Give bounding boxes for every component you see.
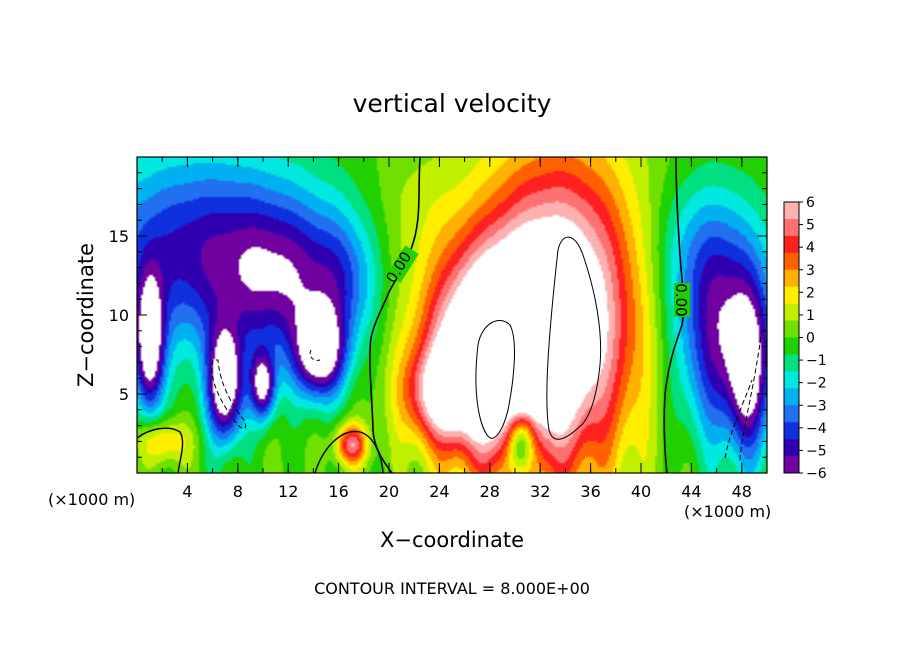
x-tick-label: 24 [429, 482, 449, 501]
x-tick-label: 36 [580, 482, 600, 501]
colorbar-tick-label: −4 [806, 421, 827, 437]
zero-contour-left [369, 156, 421, 474]
y-tick-label: 10 [109, 306, 129, 325]
colorbar-band [784, 439, 799, 457]
colorbar-tick-label: −5 [806, 443, 827, 459]
x-tick-label: 16 [328, 482, 348, 501]
colorbar-band [784, 405, 799, 423]
heatmap-image [137, 157, 767, 473]
y-axis-label: Z−coordinate [74, 243, 98, 387]
x-tick-label: 28 [480, 482, 500, 501]
x-tick-label: 4 [182, 482, 192, 501]
colorbar-tick-label: −3 [806, 398, 827, 414]
x-tick-label: 8 [233, 482, 243, 501]
zero-contour-bottom-left [136, 427, 184, 474]
x-axis-label: X−coordinate [380, 528, 524, 552]
negative-contour-dashed-2 [724, 329, 763, 461]
colorbar-tick-label: −2 [806, 376, 827, 392]
x-unit-right: (×1000 m) [684, 502, 771, 521]
contour-label-right: 0.00 [672, 283, 690, 316]
positive-contour-core-2 [546, 236, 602, 440]
colorbar-band [784, 202, 799, 220]
colorbar-tick-label: 6 [806, 195, 815, 211]
colorbar-tick-label: 3 [806, 263, 815, 279]
zero-contour-right [663, 156, 685, 474]
colorbar-band [784, 218, 799, 237]
zero-contour-bottom-mid [314, 430, 384, 474]
colorbar-band [784, 286, 799, 304]
colorbar-band [784, 371, 799, 389]
colorbar-tick-label: 0 [806, 331, 815, 347]
colorbar-tick-label: 4 [806, 240, 815, 256]
contour-interval-footer: CONTOUR INTERVAL = 8.000E+00 [314, 579, 590, 598]
colorbar-band [784, 354, 799, 372]
colorbar-tick-label: 2 [806, 285, 815, 301]
colorbar: 6 5 4 3 2 1 0 −1 −2 −3 −4 −5 −6 [783, 195, 827, 482]
colorbar-band [784, 320, 799, 338]
colorbar-band [784, 269, 799, 287]
x-tick-label: 44 [681, 482, 701, 501]
negative-contour-dashed-3 [309, 349, 321, 361]
chart-title: vertical velocity [353, 89, 552, 118]
heatmap-field [137, 157, 767, 473]
y-tick-label: 15 [109, 227, 129, 246]
colorbar-band [784, 388, 799, 406]
x-tick-label: 40 [631, 482, 651, 501]
colorbar-band [784, 337, 799, 355]
negative-contour-dashed-1 [211, 359, 247, 430]
y-tick-label: 5 [119, 385, 129, 404]
colorbar-band [784, 252, 799, 271]
colorbar-tick-label: 1 [806, 308, 815, 324]
colorbar-tick-label: −1 [806, 353, 827, 369]
colorbar-tick-label: −6 [806, 466, 827, 482]
colorbar-band [784, 422, 799, 440]
colorbar-band [784, 456, 799, 474]
x-tick-label: 20 [379, 482, 399, 501]
colorbar-tick-label: 5 [806, 218, 815, 234]
colorbar-band [784, 235, 799, 254]
x-unit-left: (×1000 m) [48, 490, 135, 509]
colorbar-band [784, 303, 799, 321]
x-tick-label: 32 [530, 482, 550, 501]
x-tick-label: 12 [278, 482, 298, 501]
x-tick-label: 48 [732, 482, 752, 501]
positive-contour-core-1 [475, 320, 515, 439]
